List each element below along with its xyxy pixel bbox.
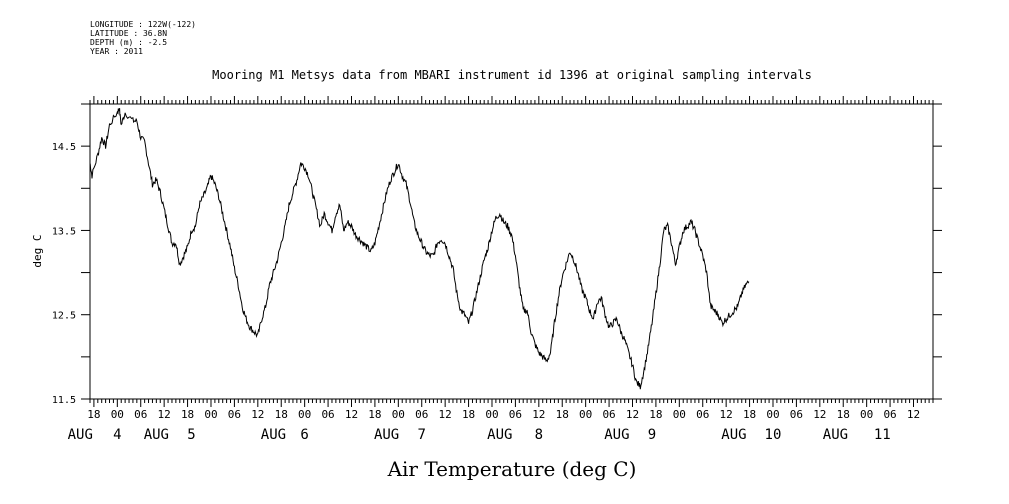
- x-tick-label: 12: [813, 408, 826, 421]
- x-tick-label: 18: [181, 408, 194, 421]
- y-tick-label: 13.5: [52, 226, 76, 237]
- x-tick-label: 00: [392, 408, 405, 421]
- x-date-label: AUG: [261, 427, 286, 443]
- x-tick-label: 06: [228, 408, 241, 421]
- x-axis: 18 00 06 12 18 00 06 12 18 00 06 12 18 00 06 12 18 00 06 12…: [68, 96, 934, 443]
- x-tick-label: 18: [275, 408, 288, 421]
- x-tick-label: 12: [532, 408, 545, 421]
- series-group: [89, 108, 750, 390]
- y-tick-label: 11.5: [52, 395, 76, 406]
- x-tick-label: 06: [602, 408, 615, 421]
- x-tick-label: 18: [743, 408, 756, 421]
- depth-text: DEPTH (m) : -2.5: [90, 38, 168, 47]
- x-tick-label: 18: [556, 408, 569, 421]
- x-tick-label: 12: [720, 408, 733, 421]
- x-tick-label: 00: [860, 408, 873, 421]
- x-date-label: AUG: [68, 427, 93, 443]
- x-tick-label: 06: [321, 408, 334, 421]
- x-date-label: 7: [418, 427, 426, 443]
- x-date-label: 4: [113, 427, 121, 443]
- x-date-label: AUG: [487, 427, 512, 443]
- y-tick-label: 14.5: [52, 142, 76, 153]
- x-date-label: 10: [765, 427, 782, 443]
- plot-frame: [89, 103, 934, 400]
- x-tick-label: 12: [345, 408, 358, 421]
- latitude-text: LATITUDE : 36.8N: [90, 29, 168, 38]
- x-date-label: 11: [874, 427, 891, 443]
- x-tick-label: 18: [462, 408, 475, 421]
- x-tick-label: 06: [509, 408, 522, 421]
- x-tick-label: 00: [111, 408, 124, 421]
- x-tick-label: 00: [204, 408, 217, 421]
- longitude-text: LONGITUDE : 122W(-122): [90, 20, 196, 29]
- x-tick-label: 12: [439, 408, 452, 421]
- x-tick-label: 12: [626, 408, 639, 421]
- y-axis-label: deg C: [31, 234, 44, 267]
- x-tick-label: 06: [696, 408, 709, 421]
- y-axis: 11.5 12.5 13.5 14.5: [52, 103, 942, 406]
- x-tick-label: 00: [298, 408, 311, 421]
- y-tick-label: 12.5: [52, 311, 76, 322]
- chart-title: Mooring M1 Metsys data from MBARI instru…: [212, 68, 812, 82]
- x-tick-label: 00: [766, 408, 779, 421]
- x-tick-label: 18: [649, 408, 662, 421]
- x-tick-label: 00: [485, 408, 498, 421]
- x-date-label: 9: [648, 427, 656, 443]
- x-tick-label: 00: [579, 408, 592, 421]
- x-tick-label: 00: [673, 408, 686, 421]
- x-date-label: AUG: [721, 427, 746, 443]
- x-tick-label: 12: [907, 408, 920, 421]
- x-tick-label: 06: [883, 408, 896, 421]
- air-temperature-line: [89, 108, 750, 390]
- x-date-label: AUG: [144, 427, 169, 443]
- x-date-label: AUG: [374, 427, 399, 443]
- x-date-label: 8: [535, 427, 543, 443]
- year-text: YEAR : 2011: [90, 47, 143, 56]
- x-date-label: AUG: [823, 427, 848, 443]
- x-tick-label: 06: [790, 408, 803, 421]
- x-tick-label: 06: [134, 408, 147, 421]
- x-tick-label: 12: [251, 408, 264, 421]
- x-date-label: AUG: [604, 427, 629, 443]
- x-tick-label: 18: [837, 408, 850, 421]
- metadata-block: LONGITUDE : 122W(-122) LATITUDE : 36.8N …: [90, 20, 196, 56]
- x-axis-label: Air Temperature (deg C): [387, 457, 637, 481]
- x-tick-label: 18: [87, 408, 100, 421]
- x-date-label: 5: [187, 427, 195, 443]
- x-tick-label: 06: [415, 408, 428, 421]
- x-tick-label: 18: [368, 408, 381, 421]
- x-tick-label: 12: [158, 408, 171, 421]
- x-date-label: 6: [300, 427, 308, 443]
